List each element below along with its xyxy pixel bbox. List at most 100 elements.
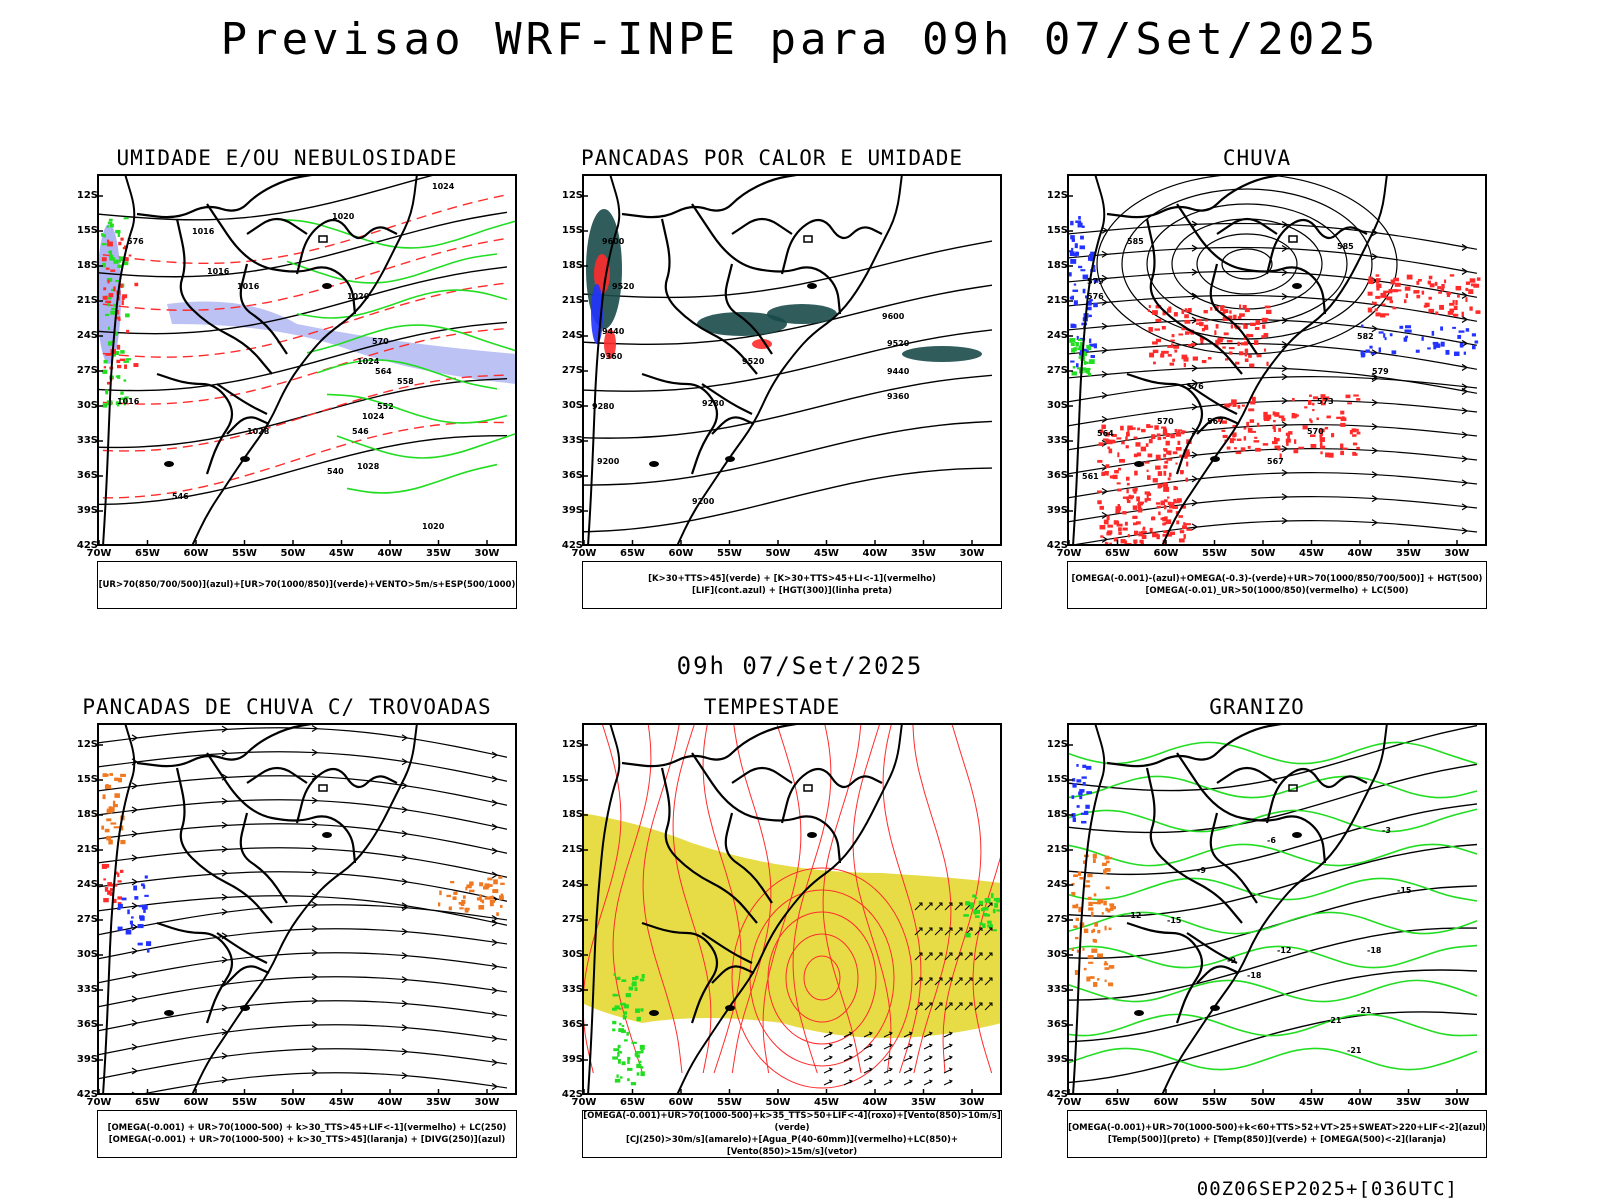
temp850-contour xyxy=(1067,944,1478,969)
country-border xyxy=(1216,766,1278,784)
omega-strong-area xyxy=(1071,371,1077,376)
lat-tick-label: 39S xyxy=(1046,1054,1068,1065)
lon-tick-label: 65W xyxy=(620,1097,645,1108)
lon-tick-label: 55W xyxy=(717,548,742,559)
rain-cell xyxy=(1235,361,1240,365)
storm-orange-cell xyxy=(479,882,484,887)
omega500-area xyxy=(1097,953,1104,958)
omega-area xyxy=(1427,347,1431,350)
humidity-green-cell xyxy=(106,225,109,228)
rain-cell xyxy=(1428,296,1432,300)
rain-cell xyxy=(1167,509,1173,513)
omega500-area xyxy=(1093,981,1098,987)
lon-tick-label: 60W xyxy=(183,1097,209,1108)
wind850-area xyxy=(964,932,971,938)
humidity-green-cell xyxy=(125,313,130,318)
storm-orange-cell xyxy=(102,794,106,800)
rain-cell xyxy=(1308,400,1312,405)
rain-cell xyxy=(1256,422,1260,427)
hail-area xyxy=(1085,804,1090,809)
contour-label: 9440 xyxy=(602,327,625,336)
panel-pancadas-trovoadas: PANCADAS DE CHUVA C/ TROVOADAS [OMEGA(-0… xyxy=(52,695,522,1175)
lon-tick-label: 45W xyxy=(1299,1097,1324,1108)
omega-area xyxy=(1093,343,1097,349)
contour-label: 1016 xyxy=(207,267,230,276)
rain-cell xyxy=(1446,291,1451,295)
rain-cell xyxy=(1162,534,1168,537)
contour-line xyxy=(97,434,508,506)
rain-cell xyxy=(1147,309,1150,313)
omega500-area xyxy=(1093,939,1098,943)
rain-cell xyxy=(1147,475,1151,480)
rain-cell xyxy=(1168,472,1172,477)
rain-cell xyxy=(1233,447,1237,450)
omega-area xyxy=(1071,238,1075,242)
divergence-area xyxy=(117,926,123,931)
lake xyxy=(240,456,250,462)
wind850-area xyxy=(638,1060,642,1064)
lat-tick-label: 21S xyxy=(1046,295,1068,306)
streamline-arrow xyxy=(491,823,499,831)
humidity-green-cell xyxy=(123,261,129,266)
rain-cell xyxy=(1356,446,1360,450)
contour-line xyxy=(1067,763,1478,834)
lc850-streamline xyxy=(792,723,832,1074)
humidity-red-cell xyxy=(119,358,126,362)
streamline-arrow xyxy=(221,908,229,916)
rain-cell xyxy=(1175,462,1178,465)
country-border xyxy=(1196,965,1240,984)
omega-area xyxy=(1079,245,1086,250)
rain-cell xyxy=(1241,404,1245,407)
wind-vector xyxy=(924,927,933,936)
streamline-arrow xyxy=(311,925,319,933)
wind850-area xyxy=(612,1007,617,1011)
divergence-area xyxy=(144,875,148,879)
country-border xyxy=(780,218,883,275)
lon-tick-label: 50W xyxy=(765,1097,791,1108)
rain-cell xyxy=(1247,427,1253,433)
lake xyxy=(725,456,735,462)
storm-orange-cell xyxy=(482,886,489,890)
rain-cell xyxy=(1156,534,1160,540)
wind850-area xyxy=(627,1078,630,1082)
rain-cell xyxy=(1250,322,1256,327)
omega500-area xyxy=(1082,947,1085,951)
rain-cell xyxy=(1293,448,1299,454)
rain-cell xyxy=(1254,326,1260,330)
wind850-area xyxy=(622,1014,626,1020)
storm-red-cell xyxy=(103,898,109,903)
humidity-green-cell xyxy=(101,243,107,246)
rain-cell xyxy=(1403,299,1407,304)
streamline xyxy=(1067,222,1478,250)
omega-area xyxy=(1431,330,1435,336)
rain-cell xyxy=(1266,361,1269,366)
rain-cell xyxy=(1144,491,1150,495)
rain-cell xyxy=(1340,417,1347,422)
omega-area xyxy=(1435,343,1441,348)
rain-cell xyxy=(1186,528,1193,531)
country-border xyxy=(621,723,803,768)
rain-cell xyxy=(1320,394,1326,399)
streamline-arrow xyxy=(1101,322,1109,330)
wind-vector xyxy=(863,1067,873,1074)
streamline-arrow xyxy=(1461,315,1469,323)
storm-red-cell xyxy=(113,898,117,904)
humidity-contour-green xyxy=(326,393,508,424)
rain-cell xyxy=(1185,477,1188,482)
panel-umidade: UMIDADE E/OU NEBULOSIDADE 1016 1016 1016 10… xyxy=(52,146,522,626)
wind-vector xyxy=(924,952,933,961)
storm-orange-cell xyxy=(498,876,503,879)
rain-cell xyxy=(1263,348,1267,352)
humidity-green-cell xyxy=(123,397,127,403)
rain-cell xyxy=(1316,417,1319,421)
lc850-streamline xyxy=(852,723,892,1074)
wind-vector xyxy=(924,1002,933,1011)
wind850-area xyxy=(628,986,634,991)
contour-label: 567 xyxy=(1207,417,1224,426)
omega-area xyxy=(1074,243,1078,249)
humidity-green-cell xyxy=(123,379,127,382)
temp850-contour xyxy=(1067,1047,1478,1071)
lat-tick-label: 36S xyxy=(561,470,583,481)
rain-cell xyxy=(1170,433,1175,439)
lat-tick-label: 21S xyxy=(561,844,583,855)
